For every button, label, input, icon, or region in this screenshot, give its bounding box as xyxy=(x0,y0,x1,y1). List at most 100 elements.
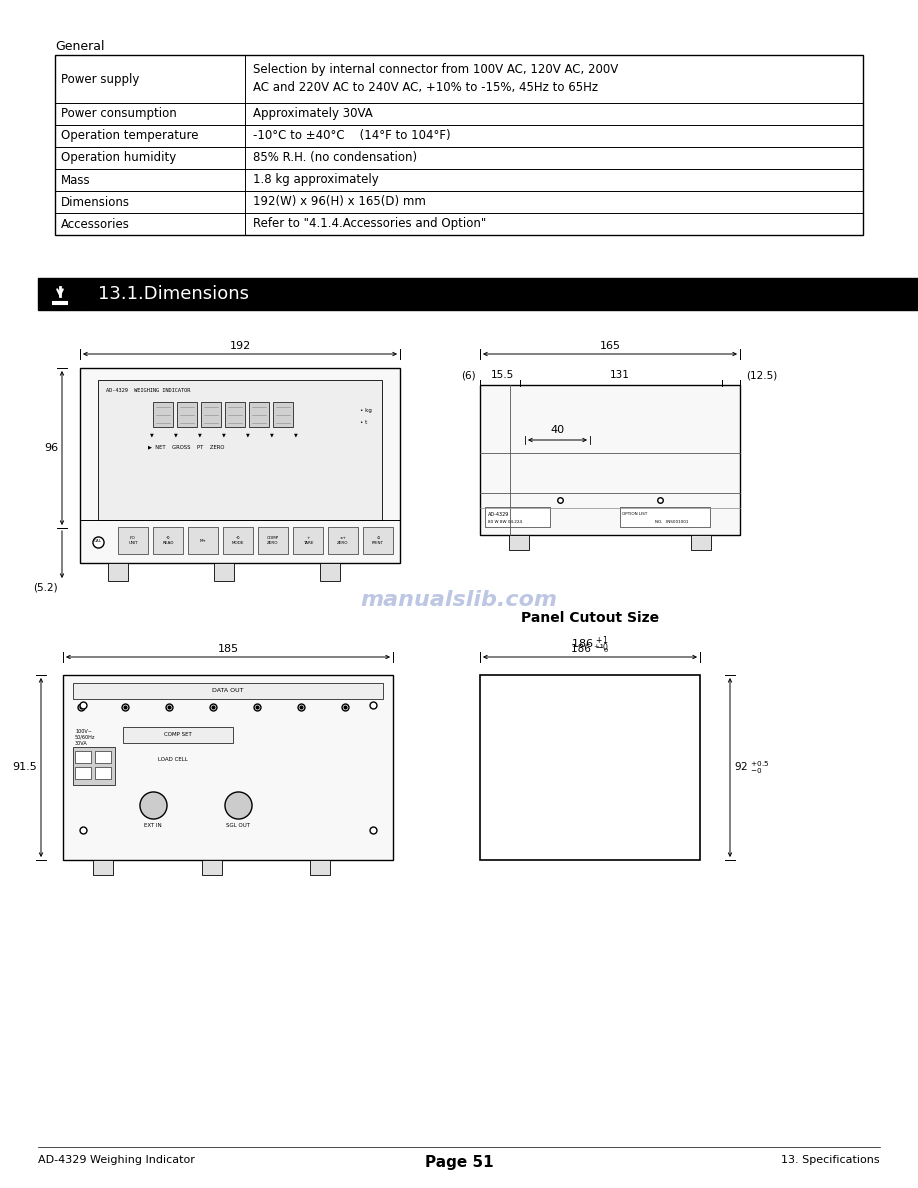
Text: ▼: ▼ xyxy=(246,432,250,437)
Text: 85% R.H. (no condensation): 85% R.H. (no condensation) xyxy=(253,152,417,164)
Text: 192: 192 xyxy=(230,341,251,350)
Text: Power consumption: Power consumption xyxy=(61,107,177,120)
Bar xyxy=(214,563,234,581)
Bar xyxy=(201,860,221,876)
Text: AD-4329: AD-4329 xyxy=(488,512,509,517)
Text: Power supply: Power supply xyxy=(61,72,140,86)
Text: ▼: ▼ xyxy=(150,432,153,437)
Bar xyxy=(153,402,173,426)
Text: NO.   INS001001: NO. INS001001 xyxy=(655,520,688,524)
Bar xyxy=(363,527,393,554)
Bar xyxy=(509,535,529,550)
Bar xyxy=(273,402,293,426)
Bar xyxy=(38,278,82,310)
Text: CAL: CAL xyxy=(94,539,102,543)
Text: Operation humidity: Operation humidity xyxy=(61,152,176,164)
Text: AC and 220V AC to 240V AC, +10% to -15%, 45Hz to 65Hz: AC and 220V AC to 240V AC, +10% to -15%,… xyxy=(253,81,599,94)
Bar xyxy=(82,278,918,310)
Text: (5.2): (5.2) xyxy=(33,583,58,593)
Bar xyxy=(63,675,393,860)
Text: ±+
ZERO: ±+ ZERO xyxy=(337,536,349,545)
Text: ▼: ▼ xyxy=(270,432,274,437)
Text: 192(W) x 96(H) x 165(D) mm: 192(W) x 96(H) x 165(D) mm xyxy=(253,196,426,209)
Text: 185: 185 xyxy=(218,644,239,655)
Text: 1.8 kg approximately: 1.8 kg approximately xyxy=(253,173,379,187)
Text: COMP
ZERO: COMP ZERO xyxy=(267,536,279,545)
Text: Approximately 30VA: Approximately 30VA xyxy=(253,107,373,120)
Text: ▶  NET    GROSS    PT    ZERO: ▶ NET GROSS PT ZERO xyxy=(148,444,224,449)
Text: ▼: ▼ xyxy=(222,432,226,437)
Text: M+: M+ xyxy=(199,538,207,543)
Bar xyxy=(80,368,400,563)
Text: Mass: Mass xyxy=(61,173,91,187)
Text: (12.5): (12.5) xyxy=(746,369,778,380)
Text: Selection by internal connector from 100V AC, 120V AC, 200V: Selection by internal connector from 100… xyxy=(253,63,618,76)
Bar xyxy=(223,527,253,554)
Bar xyxy=(118,527,148,554)
Text: (6): (6) xyxy=(461,369,476,380)
Text: 30VA: 30VA xyxy=(75,741,88,746)
Text: Accessories: Accessories xyxy=(61,217,129,230)
Bar xyxy=(310,860,330,876)
Text: • t: • t xyxy=(360,421,367,425)
Text: 13. Specifications: 13. Specifications xyxy=(781,1155,880,1165)
Text: AD-4329  WEIGHING INDICATOR: AD-4329 WEIGHING INDICATOR xyxy=(106,388,190,393)
Text: SGL OUT: SGL OUT xyxy=(226,823,250,828)
Text: 91.5: 91.5 xyxy=(12,763,37,772)
Bar xyxy=(319,563,340,581)
Bar xyxy=(95,767,111,779)
Text: 92 $^{+0.5}_{-0}$: 92 $^{+0.5}_{-0}$ xyxy=(734,759,769,776)
Bar xyxy=(480,675,700,860)
Bar xyxy=(55,55,863,235)
Text: Page 51: Page 51 xyxy=(425,1155,493,1170)
Text: 96: 96 xyxy=(44,443,58,453)
Text: General: General xyxy=(55,40,105,53)
Text: 100V~
50/60Hz: 100V~ 50/60Hz xyxy=(75,729,95,740)
Text: -10°C to ±40°C    (14°F to 104°F): -10°C to ±40°C (14°F to 104°F) xyxy=(253,129,451,143)
Text: EXT IN: EXT IN xyxy=(144,823,162,828)
Text: I/O
UNIT: I/O UNIT xyxy=(129,536,138,545)
Text: LOAD CELL: LOAD CELL xyxy=(158,757,188,762)
Text: Refer to "4.1.4.Accessories and Option": Refer to "4.1.4.Accessories and Option" xyxy=(253,217,487,230)
Bar xyxy=(485,507,550,527)
Text: • kg: • kg xyxy=(360,407,372,413)
Text: 131: 131 xyxy=(610,369,630,380)
Bar xyxy=(93,860,113,876)
Text: 80 W 8W 04.224: 80 W 8W 04.224 xyxy=(488,520,522,524)
Text: OPTION LIST: OPTION LIST xyxy=(622,512,647,516)
Bar xyxy=(95,751,111,763)
Text: 165: 165 xyxy=(599,341,621,350)
Text: 186 ⁺¹₀: 186 ⁺¹₀ xyxy=(571,644,609,655)
Bar xyxy=(188,527,218,554)
Text: 40: 40 xyxy=(551,425,565,435)
Text: 186 $^{+1}_{-0}$: 186 $^{+1}_{-0}$ xyxy=(571,634,609,655)
Bar xyxy=(177,402,197,426)
Bar xyxy=(691,535,711,550)
Bar xyxy=(258,527,288,554)
Bar xyxy=(249,402,269,426)
Text: ▼: ▼ xyxy=(174,432,178,437)
Text: 15.5: 15.5 xyxy=(490,369,514,380)
Text: +
TARE: + TARE xyxy=(303,536,313,545)
Bar xyxy=(328,527,358,554)
Text: ⊙
PRINT: ⊙ PRINT xyxy=(372,536,384,545)
Text: Dimensions: Dimensions xyxy=(61,196,130,209)
Bar xyxy=(73,747,115,785)
Text: ▼: ▼ xyxy=(294,432,297,437)
Bar xyxy=(98,380,382,520)
Text: ⟲
READ: ⟲ READ xyxy=(162,536,174,545)
Text: 13.1.Dimensions: 13.1.Dimensions xyxy=(98,285,249,303)
Bar xyxy=(620,507,710,527)
Bar xyxy=(73,683,383,699)
Text: ⟲
MODE: ⟲ MODE xyxy=(231,536,244,545)
Bar xyxy=(153,527,183,554)
Bar xyxy=(123,727,233,742)
Bar xyxy=(225,402,245,426)
Bar xyxy=(480,385,740,535)
Bar xyxy=(75,751,91,763)
Text: ▼: ▼ xyxy=(198,432,202,437)
Bar xyxy=(75,767,91,779)
Bar xyxy=(293,527,323,554)
Bar xyxy=(201,402,221,426)
Text: manualslib.com: manualslib.com xyxy=(361,590,557,609)
